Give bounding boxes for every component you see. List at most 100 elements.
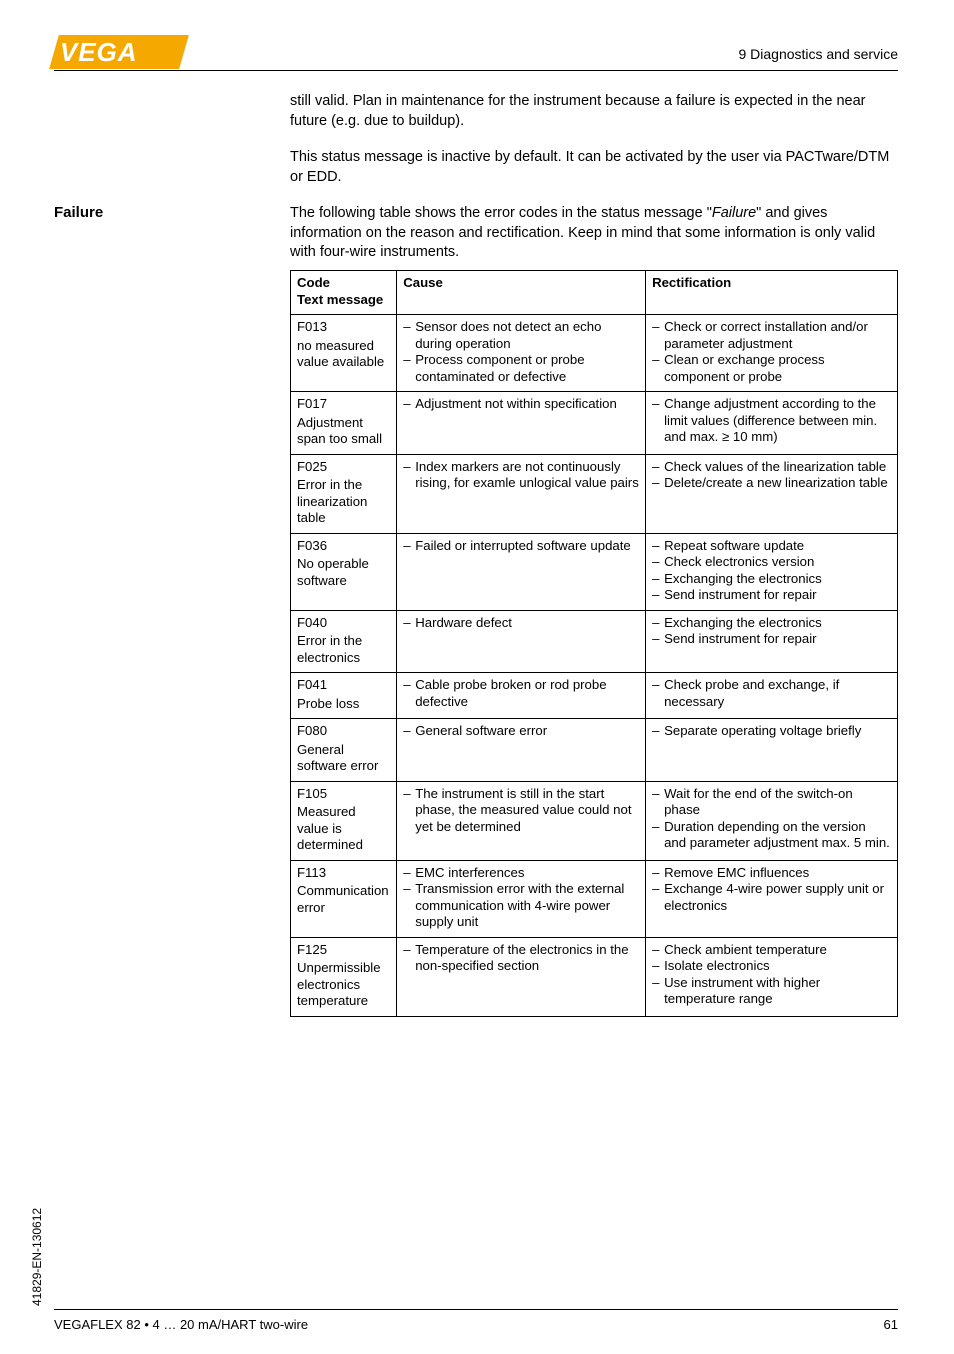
table-cell-code: F036No operable software [291,533,397,610]
cause-item: The instrument is still in the start pha… [403,786,639,836]
table-cell-code: F017 Adjustment span too small [291,392,397,455]
rectification-item: Repeat software update [652,538,891,555]
table-cell-cause: EMC interferencesTransmission error with… [397,860,646,937]
code-value: F017 [297,396,390,413]
table-cell-code: F040Error in the electronics [291,610,397,673]
code-sublabel: Unpermissible electronics temperature [297,960,390,1010]
cause-item: Temperature of the electronics in the no… [403,942,639,975]
table-cell-cause: Failed or interrupted software update [397,533,646,610]
rectification-item: Clean or exchange process component or p… [652,352,891,385]
table-row: F025Error in the linearization tableInde… [291,454,898,533]
table-row: F125Unpermissible electronics temperatur… [291,937,898,1016]
rectification-item: Check probe and exchange, if necessary [652,677,891,710]
table-cell-code: F013no measured value available [291,315,397,392]
code-value: F040 [297,615,390,632]
table-cell-rectification: Exchanging the electronicsSend instrumen… [646,610,898,673]
footer-product-name: VEGAFLEX 82 • 4 … 20 mA/HART two-wire [54,1317,308,1332]
failure-intro-a: The following table shows the error code… [290,205,712,221]
rectification-item: Send instrument for repair [652,587,891,604]
table-cell-rectification: Separate operating voltage briefly [646,719,898,782]
cause-item: Transmission error with the external com… [403,881,639,931]
table-cell-code: F105Measured value is determined [291,781,397,860]
table-cell-cause: Temperature of the electronics in the no… [397,937,646,1016]
table-cell-code: F025Error in the linearization table [291,454,397,533]
intro-paragraph-1: still valid. Plan in maintenance for the… [290,92,898,131]
code-sublabel: Error in the electronics [297,633,390,666]
cause-item: Adjustment not within specification [403,396,639,413]
cause-item: Hardware defect [403,615,639,632]
rectification-item: Exchanging the electronics [652,615,891,632]
rectification-item: Use instrument with higher temperature r… [652,975,891,1008]
table-cell-code: F041 Probe loss [291,673,397,719]
table-cell-cause: Sensor does not detect an echo during op… [397,315,646,392]
code-sublabel: No operable software [297,556,390,589]
table-cell-rectification: Check values of the linearization tableD… [646,454,898,533]
document-id-vertical: 41829-EN-130612 [30,1208,44,1306]
header-section-title: 9 Diagnostics and service [738,46,898,62]
table-cell-rectification: Remove EMC influencesExchange 4-wire pow… [646,860,898,937]
footer-page-number: 61 [884,1317,898,1332]
rectification-item: Change adjustment according to the limit… [652,396,891,446]
table-header-code: Code Text message [291,271,397,315]
code-value: F125 [297,942,390,959]
rectification-item: Remove EMC influences [652,865,891,882]
code-sublabel: Measured value is determined [297,804,390,854]
table-cell-cause: Index markers are not continuously risin… [397,454,646,533]
cause-item: Process component or probe contaminated … [403,352,639,385]
failure-table-container: Code Text message Cause Rectification F0… [290,270,898,1017]
brand-logo-letters: VEGA [60,37,138,68]
cause-item: Index markers are not continuously risin… [403,459,639,492]
code-value: F036 [297,538,390,555]
failure-intro-paragraph: The following table shows the error code… [290,204,898,263]
rectification-item: Check electronics version [652,554,891,571]
cause-item: Failed or interrupted software update [403,538,639,555]
rectification-item: Exchange 4-wire power supply unit or ele… [652,881,891,914]
code-sublabel: General software error [297,742,390,775]
table-cell-code: F125Unpermissible electronics temperatur… [291,937,397,1016]
rectification-item: Send instrument for repair [652,631,891,648]
brand-logo-box: VEGA [49,35,189,69]
table-cell-rectification: Repeat software updateCheck electronics … [646,533,898,610]
code-sublabel: no measured value available [297,338,390,371]
table-cell-cause: Adjustment not within specification [397,392,646,455]
table-header-code-line2: Text message [297,292,390,309]
intro-paragraph-2: This status message is inactive by defau… [290,148,898,187]
code-value: F105 [297,786,390,803]
table-row: F105Measured value is determinedThe inst… [291,781,898,860]
margin-label-failure: Failure [54,204,103,221]
table-row: F113Communication errorEMC interferences… [291,860,898,937]
table-cell-cause: Cable probe broken or rod probe defectiv… [397,673,646,719]
rectification-item: Check values of the linearization table [652,459,891,476]
table-row: F041 Probe loss Cable probe broken or rod … [291,673,898,719]
table-cell-cause: The instrument is still in the start pha… [397,781,646,860]
table-cell-cause: General software error [397,719,646,782]
table-header-cause: Cause [397,271,646,315]
rectification-item: Isolate electronics [652,958,891,975]
code-value: F041 [297,677,390,694]
table-header-row: Code Text message Cause Rectification [291,271,898,315]
table-cell-rectification: Wait for the end of the switch-on phaseD… [646,781,898,860]
code-sublabel: Adjustment span too small [297,415,390,448]
table-row: F036No operable software Failed or interr… [291,533,898,610]
footer-divider [54,1309,898,1310]
code-sublabel: Probe loss [297,696,390,713]
table-row: F017 Adjustment span too small Adjustment … [291,392,898,455]
code-value: F080 [297,723,390,740]
table-row: F080 General software errorGeneral softwa… [291,719,898,782]
table-row: F013no measured value availableSensor do… [291,315,898,392]
rectification-item: Exchanging the electronics [652,571,891,588]
rectification-item: Check or correct installation and/or par… [652,319,891,352]
rectification-item: Check ambient temperature [652,942,891,959]
failure-intro-italic: Failure [712,205,756,221]
code-sublabel: Communication error [297,883,390,916]
code-value: F025 [297,459,390,476]
table-header-rectification: Rectification [646,271,898,315]
rectification-item: Delete/create a new linearization table [652,475,891,492]
cause-item: EMC interferences [403,865,639,882]
table-cell-rectification: Change adjustment according to the limit… [646,392,898,455]
cause-item: Cable probe broken or rod probe defectiv… [403,677,639,710]
table-cell-code: F080 General software error [291,719,397,782]
table-cell-rectification: Check probe and exchange, if necessary [646,673,898,719]
table-row: F040Error in the electronics Hardware def… [291,610,898,673]
rectification-item: Wait for the end of the switch-on phase [652,786,891,819]
